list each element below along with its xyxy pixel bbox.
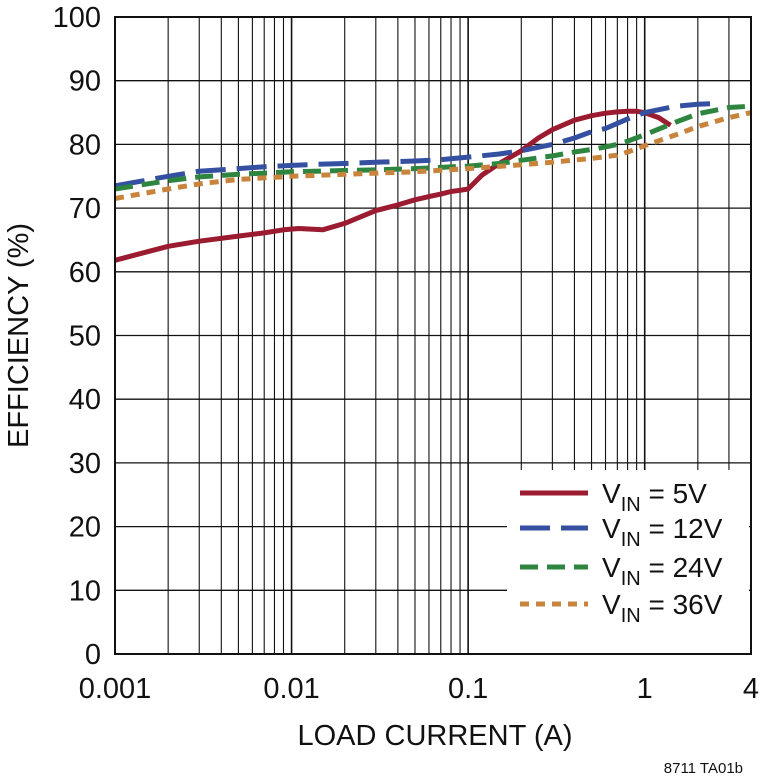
legend-label-value: = 36V bbox=[641, 589, 723, 620]
series-line-2 bbox=[114, 101, 716, 189]
legend-label-subscript: IN bbox=[621, 494, 641, 516]
legend-label-value: = 12V bbox=[641, 513, 723, 544]
x-tick-labels: 0.001 0.01 0.1 1 4 bbox=[79, 673, 759, 705]
legend-label-2: VIN = 12V bbox=[602, 513, 723, 551]
x-tick-label: 0.1 bbox=[448, 673, 488, 705]
y-tick-label: 70 bbox=[69, 193, 101, 225]
legend-label-subscript: IN bbox=[621, 605, 641, 627]
y-tick-label: 80 bbox=[69, 129, 101, 161]
y-tick-label: 40 bbox=[69, 384, 101, 416]
legend-label-4: VIN = 36V bbox=[602, 589, 723, 627]
x-tick-label: 0.01 bbox=[263, 673, 319, 705]
legend-label-subscript: IN bbox=[621, 568, 641, 590]
x-axis-label: LOAD CURRENT (A) bbox=[298, 720, 573, 752]
y-tick-label: 10 bbox=[69, 575, 101, 607]
y-axis-label: EFFICIENCY (%) bbox=[3, 223, 35, 448]
y-tick-label: 90 bbox=[69, 66, 101, 98]
x-tick-label: 4 bbox=[743, 673, 759, 705]
legend-label-v: V bbox=[602, 589, 621, 620]
legend-background bbox=[507, 470, 749, 653]
legend-label-value: = 5V bbox=[641, 478, 707, 509]
x-tick-label: 1 bbox=[637, 673, 653, 705]
y-tick-label: 50 bbox=[69, 321, 101, 353]
series-line-4 bbox=[114, 110, 752, 201]
legend-label-v: V bbox=[602, 513, 621, 544]
legend-label-subscript: IN bbox=[621, 529, 641, 551]
series-lines bbox=[114, 101, 752, 263]
legend-label-1: VIN = 5V bbox=[602, 478, 707, 516]
y-tick-label: 60 bbox=[69, 257, 101, 289]
series-line-1 bbox=[114, 108, 672, 263]
y-tick-label: 0 bbox=[85, 639, 101, 671]
figure-footnote: 8711 TA01b bbox=[664, 760, 743, 777]
legend-label-v: V bbox=[602, 552, 621, 583]
x-tick-label: 0.001 bbox=[79, 673, 152, 705]
legend-label-v: V bbox=[602, 478, 621, 509]
y-tick-labels: 0 10 20 30 40 50 60 70 80 90 100 bbox=[53, 2, 101, 671]
y-tick-label: 100 bbox=[53, 2, 101, 34]
y-tick-label: 20 bbox=[69, 512, 101, 544]
plot-frame bbox=[114, 16, 752, 655]
y-tick-label: 30 bbox=[69, 448, 101, 480]
legend-label-value: = 24V bbox=[641, 552, 723, 583]
series-line-3 bbox=[114, 103, 752, 192]
legend-label-3: VIN = 24V bbox=[602, 552, 723, 590]
